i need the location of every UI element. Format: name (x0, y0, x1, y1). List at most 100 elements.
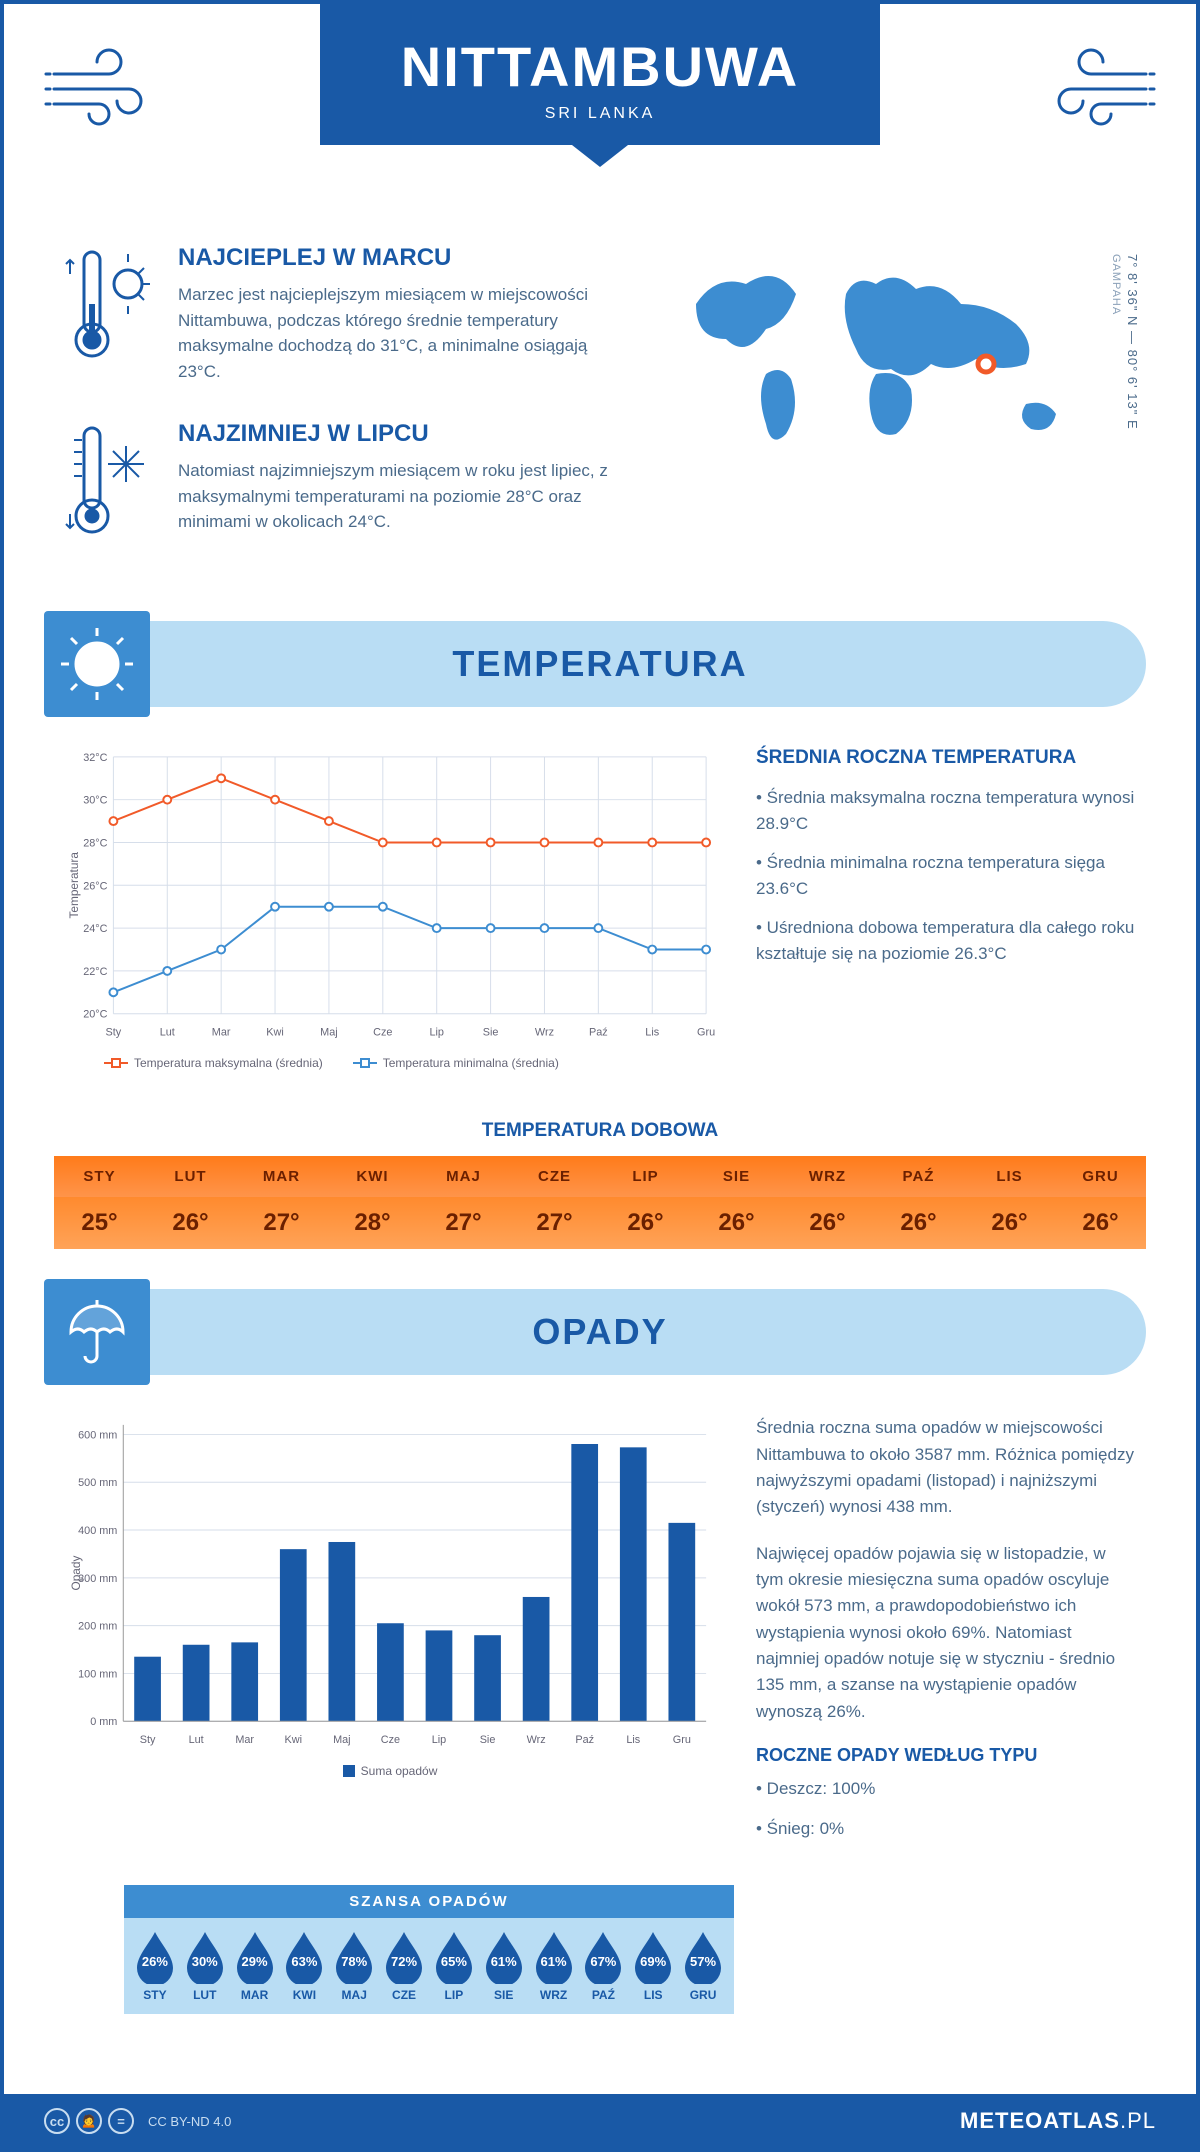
table-header-cell: MAR (236, 1156, 327, 1197)
table-header-cell: SIE (691, 1156, 782, 1197)
summary-bullet: • Średnia minimalna roczna temperatura s… (756, 850, 1136, 901)
table-data-row: 25°26°27°28°27°27°26°26°26°26°26°26° (54, 1197, 1146, 1249)
legend-item: Temperatura minimalna (średnia) (353, 1056, 559, 1070)
footer: cc 🙍 = CC BY-ND 4.0 METEOATLAS.PL (4, 2094, 1196, 2148)
title-banner: NITTAMBUWA SRI LANKA (320, 4, 880, 145)
temperature-row: 20°C22°C24°C26°C28°C30°C32°CStyLutMarKwi… (4, 737, 1196, 1100)
table-header-cell: KWI (327, 1156, 418, 1197)
region-label: GAMPAHA (1110, 254, 1122, 315)
svg-text:22°C: 22°C (83, 966, 107, 978)
summary-paragraph: Średnia roczna suma opadów w miejscowośc… (756, 1415, 1136, 1520)
svg-text:Lut: Lut (160, 1026, 175, 1038)
raindrop-icon: 72% (382, 1930, 426, 1984)
nd-icon: = (108, 2108, 134, 2134)
rain-chance-month: MAR (230, 1988, 280, 2002)
rain-chance-value: 61% (482, 1954, 526, 1969)
table-data-cell: 26° (145, 1197, 236, 1249)
table-header-cell: LUT (145, 1156, 236, 1197)
city-name: NITTAMBUWA (340, 34, 860, 99)
precipitation-summary: Średnia roczna suma opadów w miejscowośc… (756, 1415, 1136, 1855)
rain-chance-month: MAJ (329, 1988, 379, 2002)
rain-chance-cell: 67% PAŹ (578, 1930, 628, 2002)
rain-chance-month: STY (130, 1988, 180, 2002)
table-header-cell: LIP (600, 1156, 691, 1197)
table-data-cell: 27° (236, 1197, 327, 1249)
svg-text:500 mm: 500 mm (78, 1478, 117, 1490)
country-name: SRI LANKA (340, 105, 860, 123)
rain-chance-value: 67% (581, 1954, 625, 1969)
license-text: CC BY-ND 4.0 (148, 2114, 231, 2129)
table-header-cell: GRU (1055, 1156, 1146, 1197)
rain-chance-month: LUT (180, 1988, 230, 2002)
raindrop-icon: 61% (482, 1930, 526, 1984)
rain-chance-box: SZANSA OPADÓW 26%STY30%LUT29%MAR63%KWI78… (124, 1885, 734, 2014)
table-data-cell: 28° (327, 1197, 418, 1249)
table-data-cell: 26° (600, 1197, 691, 1249)
svg-text:Temperatura: Temperatura (67, 852, 81, 919)
rain-chance-month: LIP (429, 1988, 479, 2002)
fact-text: Marzec jest najcieplejszym miesiącem w m… (178, 282, 626, 384)
table-header-row: STYLUTMARKWIMAJCZELIPSIEWRZPAŹLISGRU (54, 1156, 1146, 1197)
rain-chance-cell: 61%WRZ (529, 1930, 579, 2002)
svg-text:Opady: Opady (69, 1556, 83, 1591)
raindrop-icon: 26% (133, 1930, 177, 1984)
svg-text:Maj: Maj (333, 1734, 351, 1746)
svg-text:26°C: 26°C (83, 880, 107, 892)
rain-chance-month: GRU (678, 1988, 728, 2002)
svg-text:Lip: Lip (432, 1734, 446, 1746)
svg-text:Cze: Cze (373, 1026, 392, 1038)
cc-icon: cc (44, 2108, 70, 2134)
raindrop-icon: 78% (332, 1930, 376, 1984)
rain-chance-value: 26% (133, 1954, 177, 1969)
summary-bullet: • Uśredniona dobowa temperatura dla całe… (756, 915, 1136, 966)
rain-chance-value: 61% (532, 1954, 576, 1969)
raindrop-icon: 29% (233, 1930, 277, 1984)
precipitation-chart: 0 mm100 mm200 mm300 mm400 mm500 mm600 mm… (64, 1415, 716, 1855)
fact-title: NAJZIMNIEJ W LIPCU (178, 420, 626, 448)
svg-text:Wrz: Wrz (535, 1026, 554, 1038)
rain-chance-value: 63% (282, 1954, 326, 1969)
fact-warmest: NAJCIEPLEJ W MARCU Marzec jest najcieple… (64, 244, 626, 384)
table-data-cell: 26° (1055, 1197, 1146, 1249)
infographic-page: NITTAMBUWA SRI LANKA NAJCIEPLEJ W MARCU … (0, 0, 1200, 2152)
rain-chance-month: PAŹ (578, 1988, 628, 2002)
table-data-cell: 26° (691, 1197, 782, 1249)
rain-chance-month: KWI (279, 1988, 329, 2002)
rain-chance-title: SZANSA OPADÓW (124, 1885, 734, 1918)
raindrop-icon: 65% (432, 1930, 476, 1984)
rain-chance-row: SZANSA OPADÓW 26%STY30%LUT29%MAR63%KWI78… (4, 1885, 1196, 2064)
site-name: METEOATLAS (960, 2108, 1120, 2133)
rain-chance-cell: 26% STY (130, 1930, 180, 2002)
coordinates: 7° 8' 36" N — 80° 6' 13" E (1125, 254, 1140, 430)
svg-text:Lip: Lip (429, 1026, 444, 1038)
raindrop-icon: 63% (282, 1930, 326, 1984)
rain-chance-cell: 57%GRU (678, 1930, 728, 2002)
svg-text:20°C: 20°C (83, 1009, 107, 1021)
section-title: TEMPERATURA (452, 643, 747, 685)
site-brand: METEOATLAS.PL (960, 2108, 1156, 2134)
umbrella-icon (44, 1279, 150, 1385)
svg-text:400 mm: 400 mm (78, 1525, 117, 1537)
rain-chance-cell: 65% LIP (429, 1930, 479, 2002)
wind-icon (44, 34, 164, 139)
precip-type-bullet: • Deszcz: 100% (756, 1776, 1136, 1802)
raindrop-icon: 67% (581, 1930, 625, 1984)
svg-text:200 mm: 200 mm (78, 1621, 117, 1633)
rain-chance-value: 78% (332, 1954, 376, 1969)
rain-chance-month: SIE (479, 1988, 529, 2002)
svg-text:28°C: 28°C (83, 837, 107, 849)
rain-chance-value: 69% (631, 1954, 675, 1969)
fact-text: Natomiast najzimniejszym miesiącem w rok… (178, 458, 626, 535)
svg-text:Gru: Gru (673, 1734, 691, 1746)
temperature-chart: 20°C22°C24°C26°C28°C30°C32°CStyLutMarKwi… (64, 747, 716, 1070)
svg-text:Mar: Mar (212, 1026, 231, 1038)
section-header-temperature: TEMPERATURA (54, 621, 1146, 707)
legend-label: Temperatura minimalna (średnia) (383, 1056, 559, 1070)
svg-text:Sty: Sty (140, 1734, 156, 1746)
precip-type-title: ROCZNE OPADY WEDŁUG TYPU (756, 1745, 1136, 1766)
table-data-cell: 27° (418, 1197, 509, 1249)
svg-text:0 mm: 0 mm (90, 1717, 117, 1729)
section-title: OPADY (532, 1311, 667, 1353)
svg-text:Mar: Mar (235, 1734, 254, 1746)
svg-text:Lut: Lut (189, 1734, 204, 1746)
